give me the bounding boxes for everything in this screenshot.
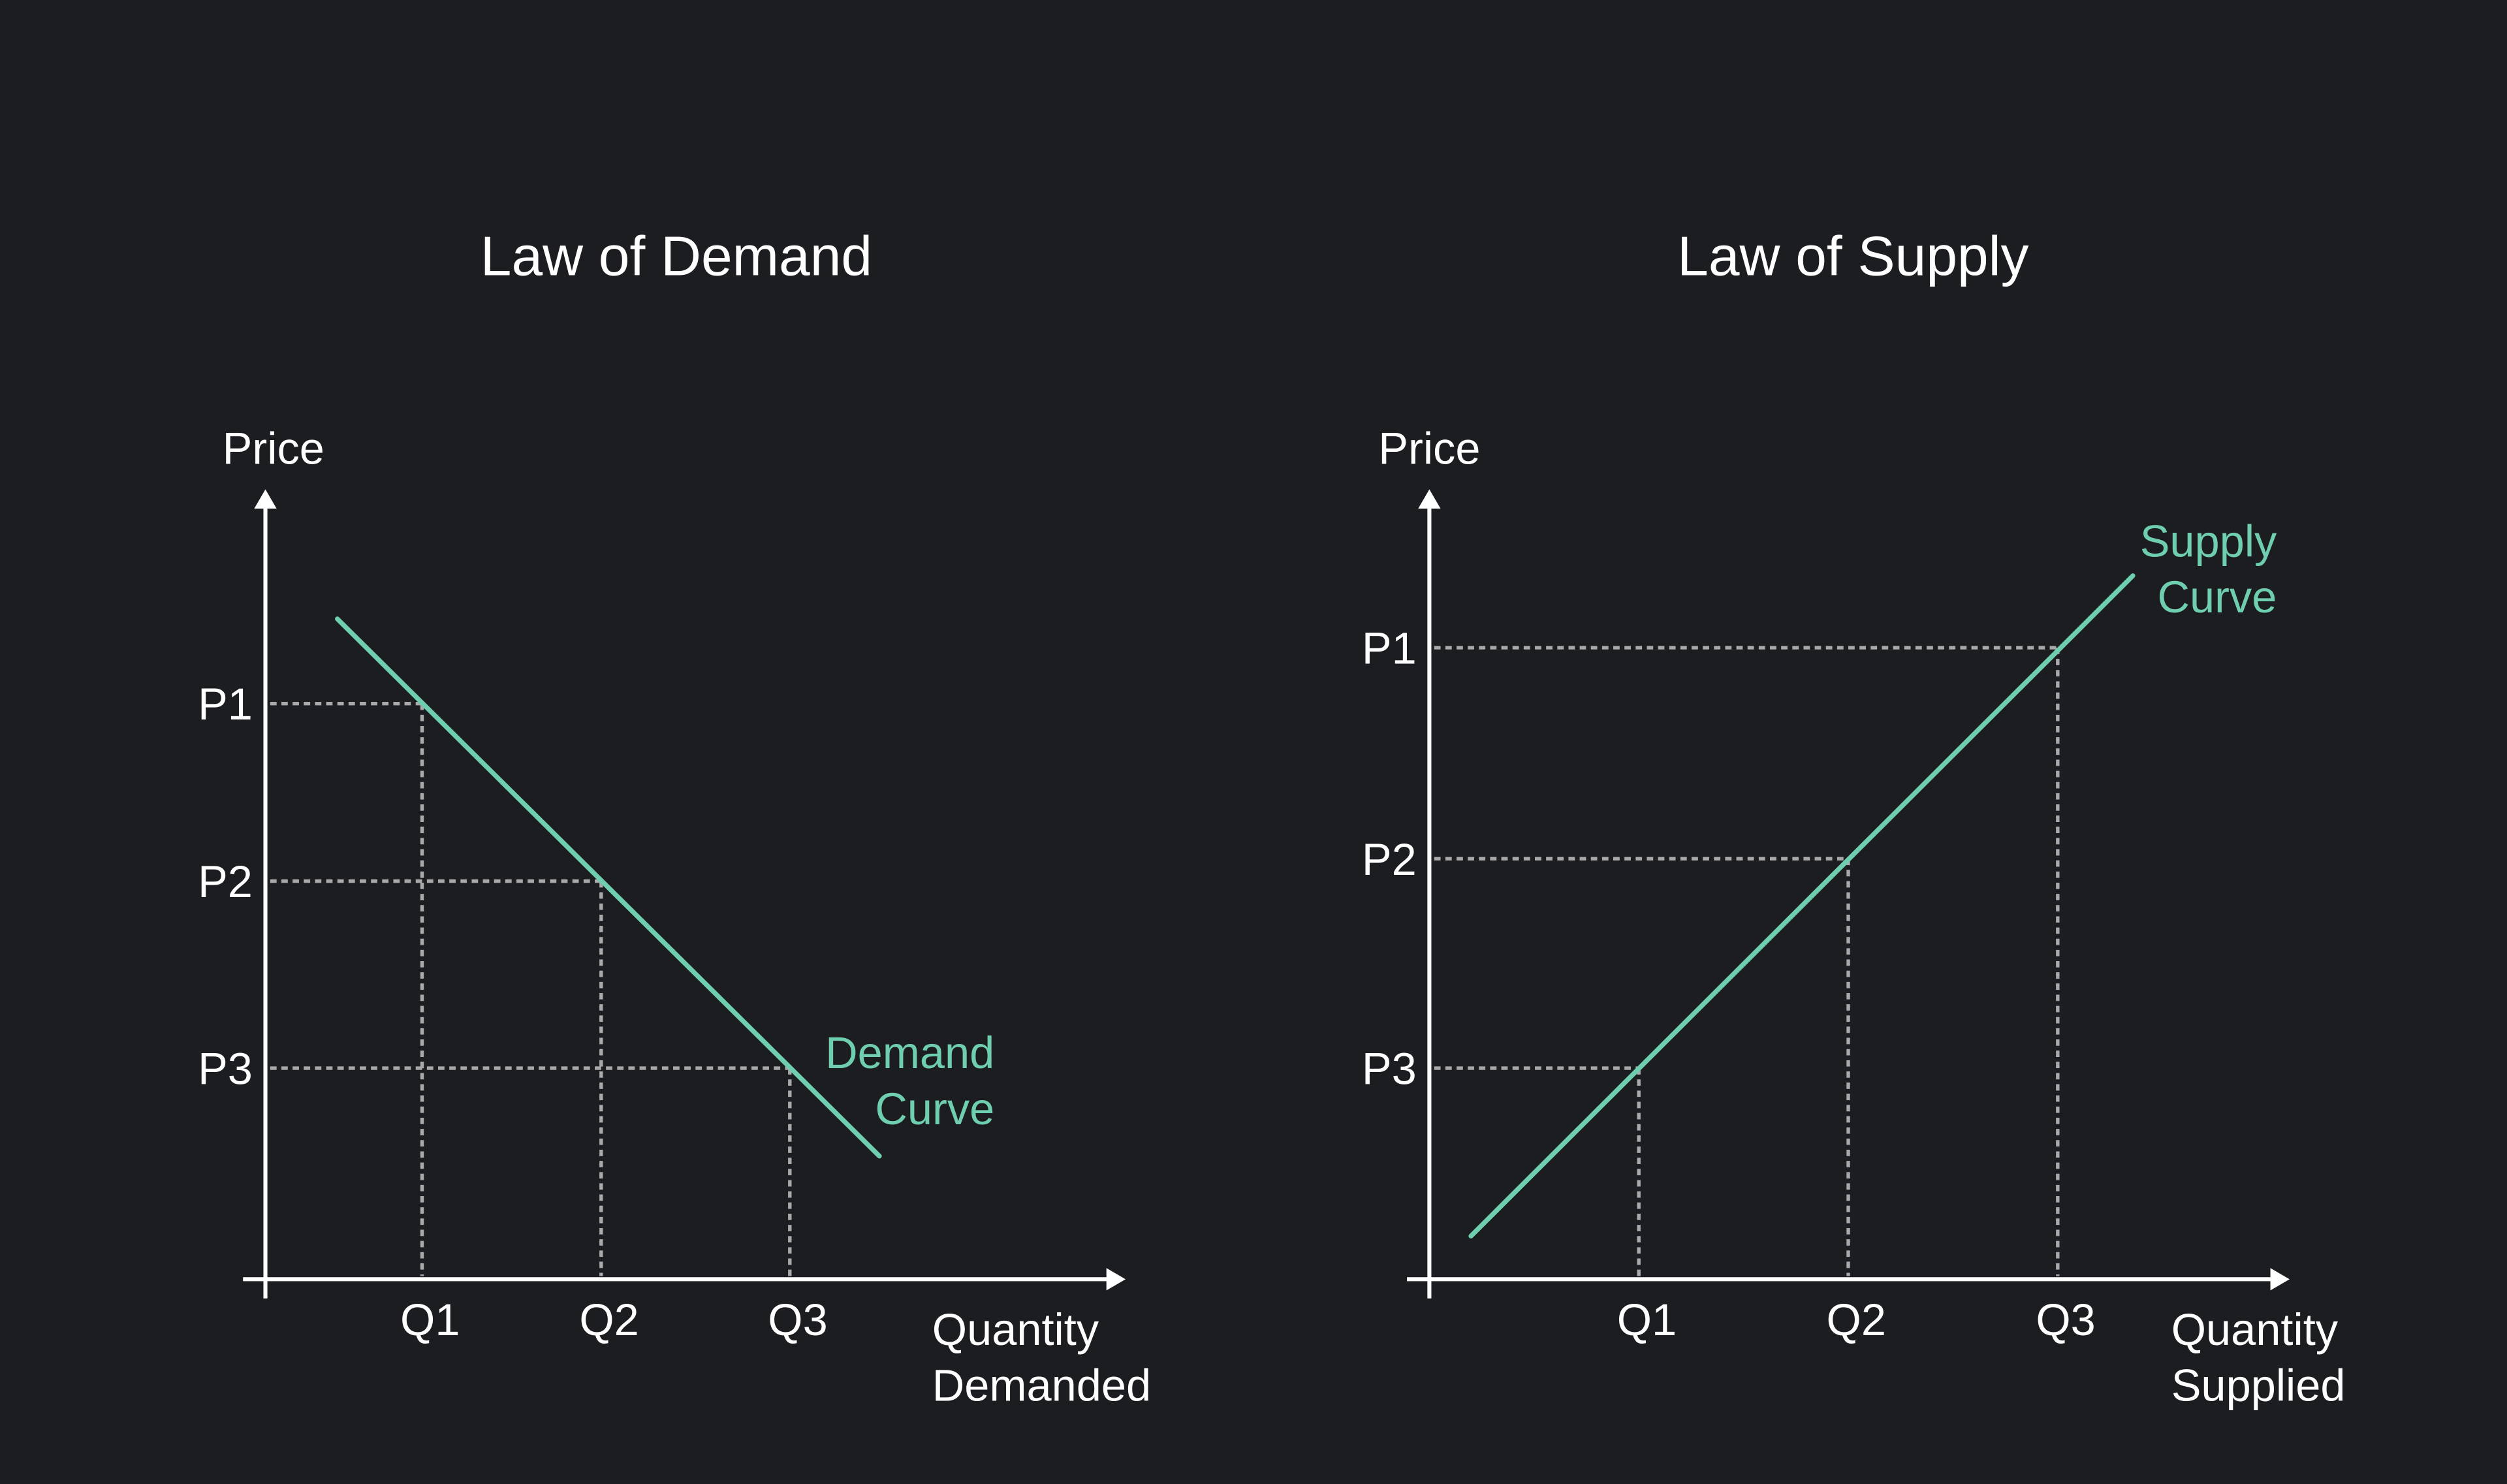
x-axis-label: Demanded [932, 1360, 1151, 1410]
x-tick-label: Q2 [1827, 1295, 1886, 1345]
y-axis-label: Price [1378, 423, 1480, 473]
x-tick-label: Q1 [1617, 1295, 1677, 1345]
y-tick-label: P2 [198, 857, 253, 907]
y-tick-label: P1 [1362, 624, 1417, 674]
x-axis-arrow-icon [1106, 1268, 1126, 1291]
curve-label: Curve [875, 1084, 994, 1134]
x-axis-arrow-icon [2270, 1268, 2290, 1291]
y-tick-label: P1 [198, 679, 253, 729]
curve-label: Supply [2140, 516, 2277, 566]
x-tick-label: Q2 [579, 1295, 639, 1345]
x-tick-label: Q3 [2036, 1295, 2095, 1345]
x-axis-label: Quantity [932, 1304, 1099, 1355]
chart-title: Law of Supply [1677, 225, 2029, 287]
x-axis-label: Supplied [2171, 1360, 2346, 1410]
curve-label: Curve [2157, 572, 2277, 622]
y-axis-arrow-icon [1418, 489, 1441, 509]
curve-label: Demand [825, 1028, 994, 1078]
chart-title: Law of Demand [481, 225, 872, 287]
y-tick-label: P2 [1362, 834, 1417, 885]
x-axis-label: Quantity [2171, 1304, 2339, 1355]
x-tick-label: Q3 [768, 1295, 827, 1345]
supply-curve [1468, 573, 2136, 1239]
y-tick-label: P3 [1362, 1044, 1417, 1094]
y-axis-label: Price [223, 423, 324, 473]
y-tick-label: P3 [198, 1044, 253, 1094]
x-tick-label: Q1 [400, 1295, 460, 1345]
y-axis-arrow-icon [254, 489, 277, 509]
demand-curve [335, 616, 882, 1159]
